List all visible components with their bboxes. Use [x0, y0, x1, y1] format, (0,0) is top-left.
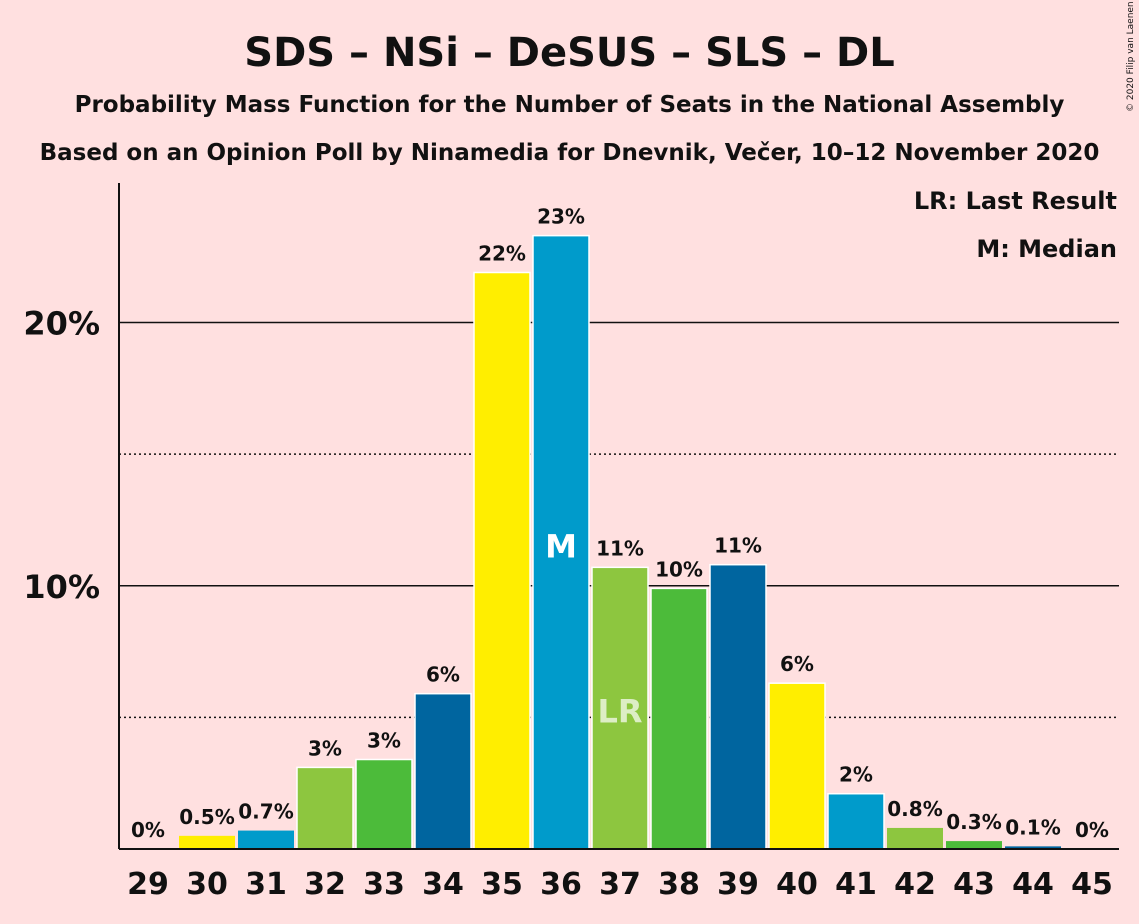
legend-last-result: LR: Last Result [914, 187, 1117, 215]
bar-seat-44 [1005, 846, 1061, 849]
bar-seat-36 [533, 235, 589, 850]
bar-seat-38 [651, 588, 707, 849]
chart-subtitle-poll: Based on an Opinion Poll by Ninamedia fo… [40, 140, 1100, 166]
bar-seat-30 [179, 835, 235, 849]
data-labels: 0% 0.5% 0.7% 3% 3% 6% 22% 23% M 11% LR 10% 11% 6% 2% 0.… [131, 205, 1109, 842]
bar-seat-40 [769, 683, 825, 849]
median-marker: M [545, 528, 577, 566]
data-label-seat-44: 0.1% [1005, 815, 1060, 839]
x-tick-35: 35 [481, 867, 523, 902]
copyright-text: © 2020 Filip van Laenen [1126, 1, 1136, 112]
bars [179, 234, 1061, 850]
data-label-seat-31: 0.7% [238, 800, 293, 824]
bar-seat-41 [828, 793, 884, 849]
x-tick-43: 43 [953, 867, 995, 902]
data-label-seat-34: 6% [426, 663, 460, 687]
x-tick-34: 34 [422, 867, 464, 902]
bar-seat-33 [356, 759, 412, 849]
chart-subtitle: Probability Mass Function for the Number… [75, 92, 1065, 118]
x-tick-40: 40 [776, 867, 818, 902]
data-label-seat-37: 11% [596, 536, 644, 560]
x-tick-30: 30 [186, 867, 228, 902]
bar-seat-34 [415, 693, 471, 849]
data-label-seat-29: 0% [131, 818, 165, 842]
chart-title: SDS – NSi – DeSUS – SLS – DL [244, 30, 894, 76]
data-label-seat-35: 22% [478, 242, 526, 266]
data-label-seat-30: 0.5% [179, 805, 234, 829]
data-label-seat-42: 0.8% [887, 797, 942, 821]
x-tick-44: 44 [1012, 867, 1054, 902]
data-label-seat-40: 6% [780, 652, 814, 676]
x-tick-38: 38 [658, 867, 700, 902]
x-tick-32: 32 [304, 867, 346, 902]
data-label-seat-33: 3% [367, 728, 401, 752]
x-tick-39: 39 [717, 867, 759, 902]
data-label-seat-39: 11% [714, 534, 762, 558]
bar-seat-32 [297, 767, 353, 849]
x-tick-42: 42 [894, 867, 936, 902]
data-label-seat-43: 0.3% [946, 810, 1001, 834]
data-label-seat-32: 3% [308, 736, 342, 760]
x-tick-33: 33 [363, 867, 405, 902]
data-label-seat-38: 10% [655, 557, 703, 581]
y-tick-label: 10% [23, 568, 100, 606]
data-label-seat-41: 2% [839, 763, 873, 787]
bar-seat-43 [946, 841, 1002, 849]
bar-seat-31 [238, 830, 294, 849]
x-tick-45: 45 [1071, 867, 1113, 902]
bar-seat-42 [887, 827, 943, 849]
x-tick-36: 36 [540, 867, 582, 902]
x-axis-ticks: 29 30 31 32 33 34 35 36 37 38 39 40 41 42 43 44 45 [127, 867, 1113, 902]
bar-seat-39 [710, 564, 766, 849]
x-tick-37: 37 [599, 867, 641, 902]
x-tick-41: 41 [835, 867, 877, 902]
x-tick-31: 31 [245, 867, 287, 902]
y-axis-ticks: 10% 20% [23, 305, 100, 606]
data-label-seat-36: 23% [537, 205, 585, 229]
data-label-seat-45: 0% [1075, 818, 1109, 842]
last-result-marker: LR [597, 692, 642, 730]
bar-seat-37 [592, 567, 648, 849]
legend-median: M: Median [976, 235, 1117, 263]
x-tick-29: 29 [127, 867, 169, 902]
bar-seat-35 [474, 272, 530, 850]
y-tick-label: 20% [23, 305, 100, 343]
